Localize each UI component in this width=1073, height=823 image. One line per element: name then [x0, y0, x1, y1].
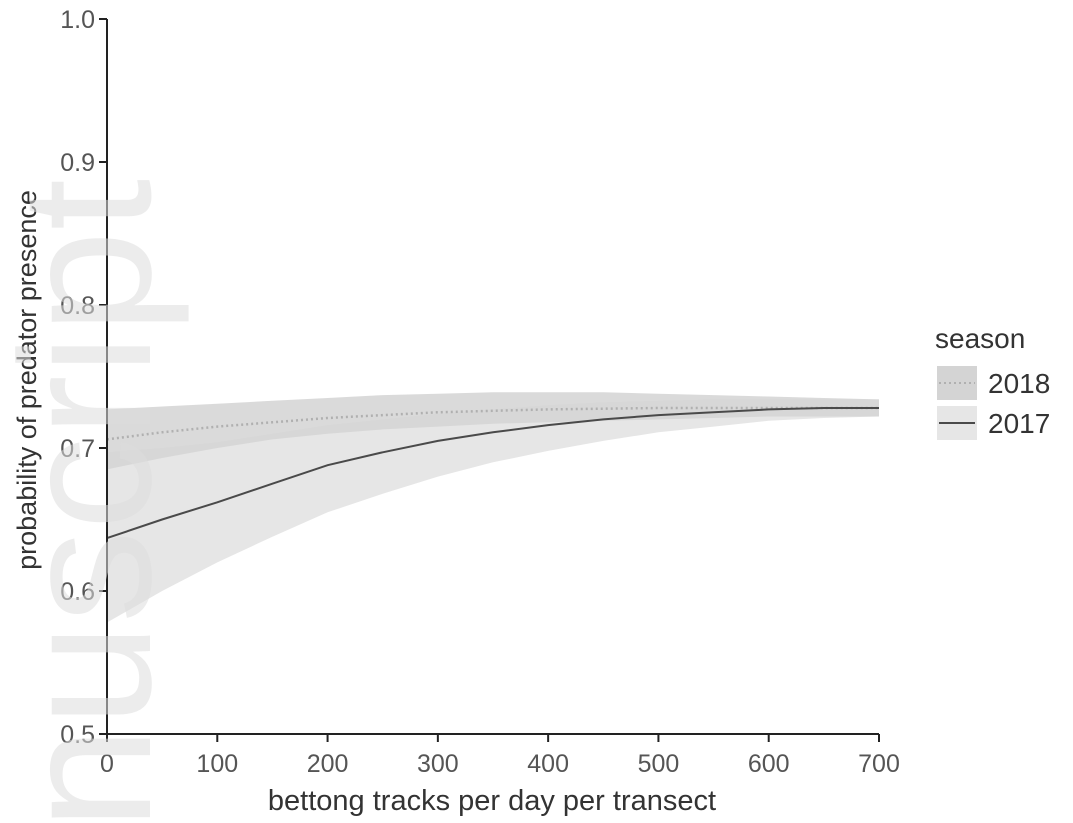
x-tick-label: 400: [527, 750, 569, 778]
line-2017: [106, 407, 879, 540]
series-lines: [106, 406, 879, 540]
x-axis-ticks: 0 100 200 300 400 500 600 700: [100, 734, 900, 778]
band-2018: [107, 392, 879, 470]
x-tick-label: 600: [748, 750, 790, 778]
x-tick-label: 700: [858, 750, 900, 778]
legend-label: 2017: [988, 408, 1050, 439]
legend-items: 2018 2017: [937, 366, 1050, 440]
y-tick-label: 0.9: [60, 149, 95, 177]
y-tick-label: 0.6: [60, 578, 95, 606]
y-tick-label: 0.8: [60, 292, 95, 320]
legend-item-2017: 2017: [937, 406, 1050, 440]
band-2017: [107, 399, 879, 623]
legend: season 2018 2017: [935, 323, 1050, 440]
watermark-text: nuscript: [0, 179, 190, 823]
y-tick-label: 1.0: [60, 6, 95, 34]
x-tick-label: 100: [196, 750, 238, 778]
legend-item-2018: 2018: [937, 366, 1050, 400]
legend-title: season: [935, 323, 1025, 354]
axes: [106, 19, 879, 735]
x-tick-label: 200: [307, 750, 349, 778]
confidence-bands: [107, 392, 879, 623]
x-tick-label: 500: [638, 750, 680, 778]
legend-label: 2018: [988, 368, 1050, 399]
y-tick-label: 0.7: [60, 435, 95, 463]
x-tick-label: 0: [100, 750, 114, 778]
y-axis-label: probability of predator presence: [12, 190, 42, 570]
y-axis-ticks: 0.5 0.6 0.7 0.8 0.9 1.0: [60, 6, 107, 749]
x-axis-label: bettong tracks per day per transect: [268, 785, 716, 817]
y-tick-label: 0.5: [60, 721, 95, 749]
x-tick-label: 300: [417, 750, 459, 778]
